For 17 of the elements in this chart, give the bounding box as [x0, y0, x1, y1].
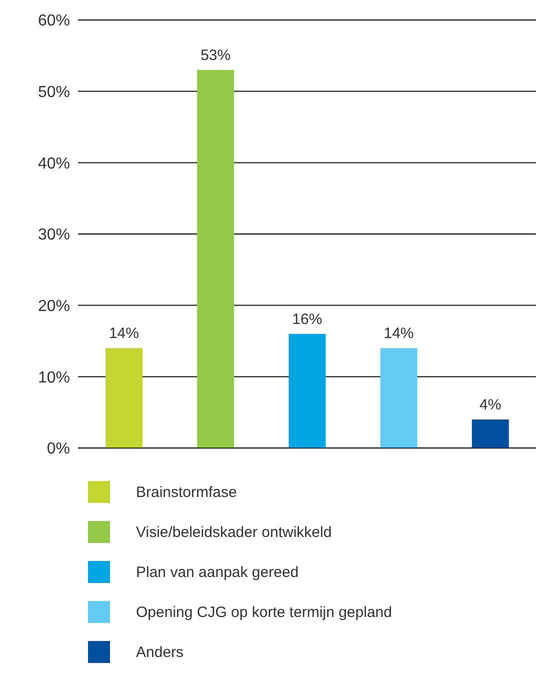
- y-tick-label: 50%: [38, 84, 70, 102]
- data-label: 14%: [384, 325, 414, 342]
- legend-label: Visie/beleidskader ontwikkeld: [136, 524, 332, 540]
- legend-label: Plan van aanpak gereed: [136, 564, 299, 580]
- legend-label: Brainstormfase: [136, 484, 237, 500]
- y-tick-label: 30%: [38, 226, 70, 244]
- data-label: 4%: [480, 396, 502, 414]
- legend-label: Opening CJG op korte termijn gepland: [136, 604, 392, 620]
- y-tick-label: 40%: [38, 155, 70, 172]
- data-label: 14%: [108, 325, 139, 342]
- data-label: 16%: [292, 310, 322, 328]
- legend-label: Anders: [136, 644, 184, 660]
- y-tick-label: 20%: [38, 298, 70, 316]
- data-label: 53%: [200, 46, 231, 64]
- y-tick-label: 0%: [46, 440, 70, 458]
- y-tick-label: 10%: [38, 369, 70, 386]
- y-tick-label: 60%: [38, 12, 70, 30]
